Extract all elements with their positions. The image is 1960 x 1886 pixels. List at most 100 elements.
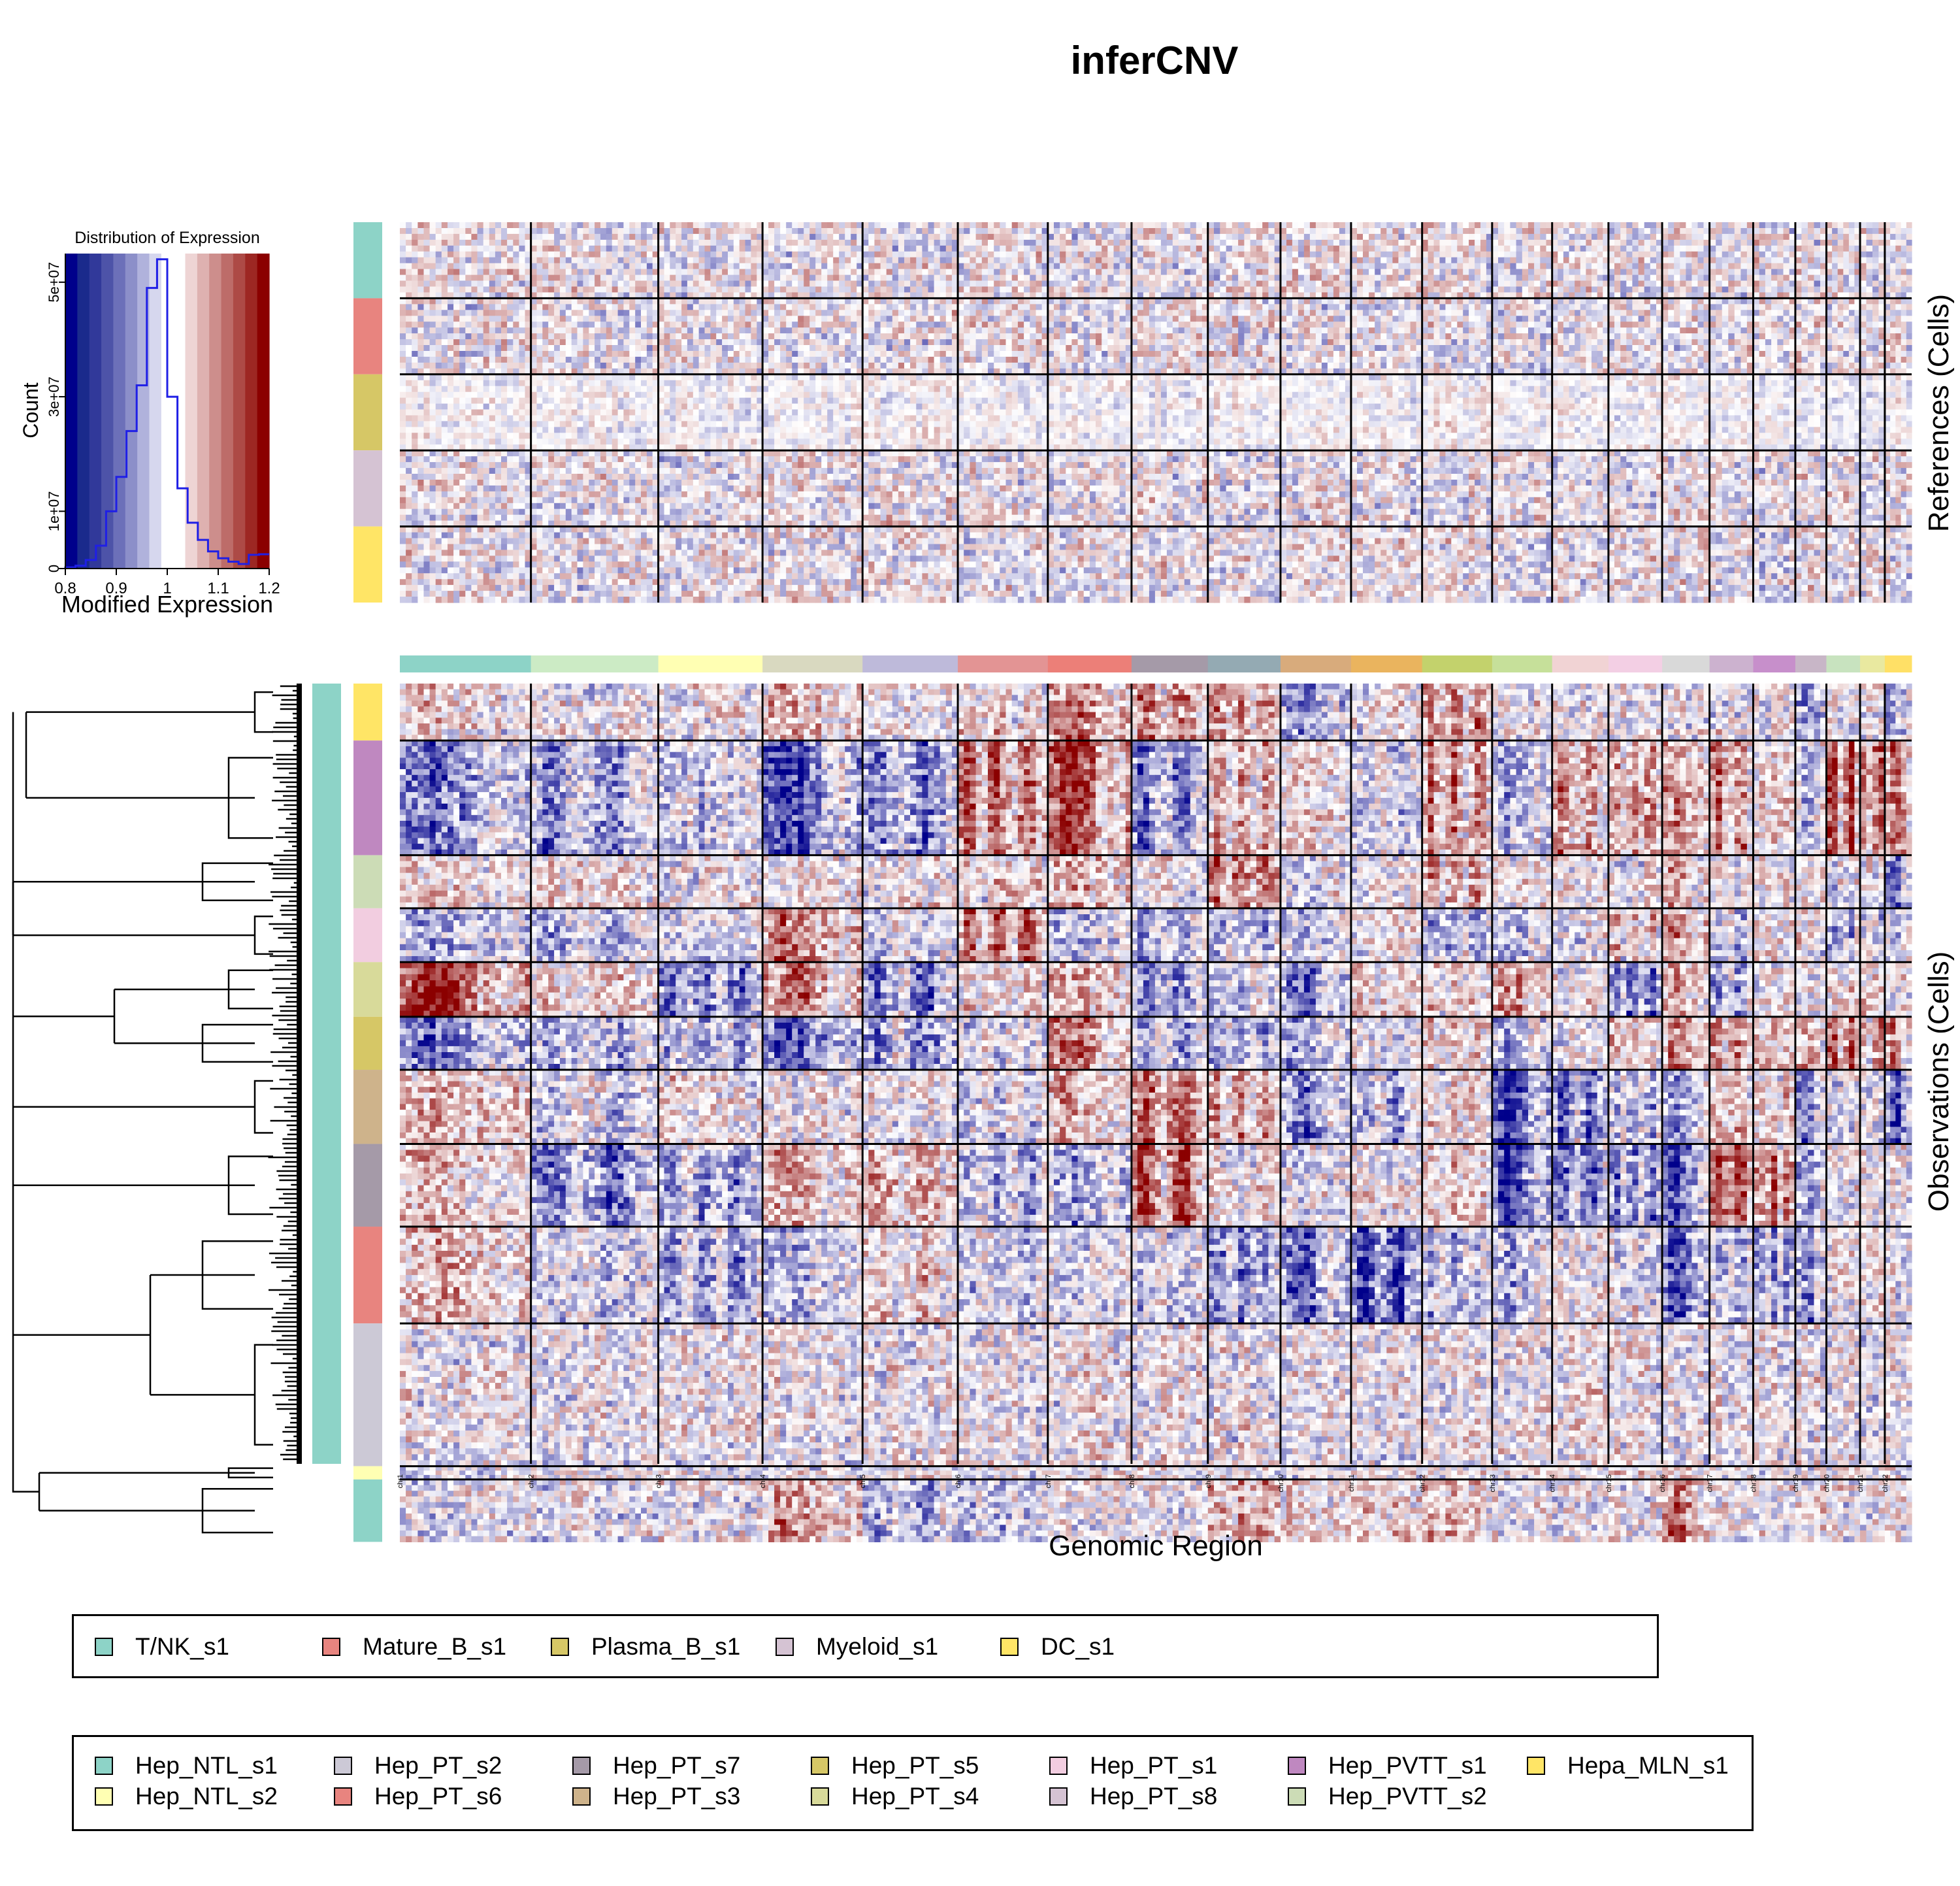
heatmap-cell — [964, 252, 970, 258]
heatmap-cell — [670, 287, 676, 293]
heatmap-cell — [1759, 246, 1766, 252]
heatmap-cell — [809, 257, 816, 264]
heatmap-cell — [606, 246, 613, 252]
heatmap-cell — [892, 252, 899, 258]
heatmap-cell — [1137, 287, 1144, 293]
heatmap-cell — [1268, 287, 1275, 293]
heatmap-cell — [798, 240, 804, 246]
heatmap-cell — [1226, 269, 1233, 276]
histogram-color-band — [65, 254, 78, 569]
heatmap-cell — [1716, 257, 1722, 264]
heatmap-cell — [1149, 263, 1156, 270]
heatmap-cell — [1000, 252, 1006, 258]
heatmap-cell — [542, 263, 549, 270]
heatmap-cell — [1000, 228, 1006, 235]
heatmap-cell — [740, 240, 746, 246]
heatmap-cell — [1686, 234, 1692, 240]
heatmap-cell — [647, 228, 653, 235]
heatmap-cell — [1328, 281, 1334, 288]
heatmap-cell — [1107, 275, 1114, 282]
heatmap-cell — [1668, 240, 1674, 246]
heatmap-cell — [1728, 263, 1735, 270]
heatmap-cell — [1328, 287, 1334, 293]
heatmap-cell — [851, 275, 857, 282]
heatmap-cell — [1232, 234, 1239, 240]
heatmap-cell — [1777, 234, 1784, 240]
heatmap-cell — [705, 234, 711, 240]
heatmap-cell — [1220, 281, 1226, 288]
heatmap-cell — [1262, 234, 1269, 240]
heatmap-cell — [1292, 281, 1299, 288]
heatmap-cell — [705, 222, 711, 229]
heatmap-cell — [1357, 257, 1364, 264]
heatmap-cell — [436, 228, 442, 235]
heatmap-cell — [827, 287, 834, 293]
heatmap-cell — [412, 228, 418, 235]
heatmap-cell — [1639, 228, 1645, 235]
heatmap-cell — [1528, 281, 1535, 288]
heatmap-cell — [1597, 263, 1603, 270]
heatmap-cell — [1107, 240, 1114, 246]
heatmap-cell — [1632, 257, 1639, 264]
heatmap-cell — [868, 240, 875, 246]
heatmap-cell — [1650, 240, 1657, 246]
heatmap-cell — [1298, 252, 1305, 258]
heatmap-cell — [483, 222, 490, 229]
heatmap-cell — [676, 228, 682, 235]
heatmap-cell — [1759, 228, 1766, 235]
heatmap-cell — [1244, 257, 1250, 264]
heatmap-cell — [851, 234, 857, 240]
heatmap-cell — [595, 281, 601, 288]
heatmap-cell — [710, 275, 717, 282]
heatmap-cell — [768, 240, 775, 246]
heatmap-cell — [1528, 275, 1535, 282]
heatmap-cell — [916, 228, 923, 235]
heatmap-cell — [1024, 281, 1030, 288]
heatmap-cell — [417, 257, 424, 264]
heatmap-cell — [851, 263, 857, 270]
heatmap-cell — [1504, 275, 1511, 282]
heatmap-cell — [1155, 269, 1162, 276]
heatmap-cell — [578, 257, 584, 264]
heatmap-cell — [1149, 287, 1156, 293]
heatmap-cell — [1668, 269, 1674, 276]
heatmap-cell — [465, 257, 472, 264]
heatmap-cell — [1686, 222, 1692, 229]
heatmap-cell — [1102, 281, 1108, 288]
heatmap-cell — [881, 257, 887, 264]
heatmap-cell — [1814, 228, 1821, 235]
heatmap-cell — [1728, 228, 1735, 235]
heatmap-cell — [705, 287, 711, 293]
heatmap-cell — [1528, 246, 1535, 252]
heatmap-cell — [1137, 257, 1144, 264]
heatmap-cell — [635, 234, 642, 240]
heatmap-cell — [780, 252, 787, 258]
heatmap-cell — [745, 234, 752, 240]
heatmap-cell — [681, 281, 688, 288]
heatmap-cell — [1155, 240, 1162, 246]
heatmap-cell — [839, 252, 845, 258]
heatmap-cell — [681, 263, 688, 270]
heatmap-cell — [1208, 234, 1215, 240]
heatmap-cell — [1440, 263, 1446, 270]
heatmap-cell — [1620, 257, 1627, 264]
heatmap-cell — [1036, 281, 1043, 288]
heatmap-cell — [471, 275, 478, 282]
heatmap-cell — [548, 281, 555, 288]
heatmap-cell — [578, 234, 584, 240]
heatmap-cell — [537, 246, 544, 252]
heatmap-cell — [833, 263, 840, 270]
heatmap-cell — [1765, 263, 1772, 270]
heatmap-cell — [1728, 222, 1735, 229]
heatmap-cell — [1644, 252, 1651, 258]
heatmap-cell — [1620, 269, 1627, 276]
heatmap-cell — [1328, 228, 1334, 235]
heatmap-cell — [612, 246, 619, 252]
heatmap-cell — [1000, 287, 1006, 293]
heatmap-cell — [495, 240, 502, 246]
heatmap-cell — [1161, 234, 1168, 240]
heatmap-cell — [1575, 222, 1580, 229]
heatmap-cell — [1286, 275, 1293, 282]
heatmap-cell — [548, 275, 555, 282]
heatmap-cell — [1380, 287, 1387, 293]
